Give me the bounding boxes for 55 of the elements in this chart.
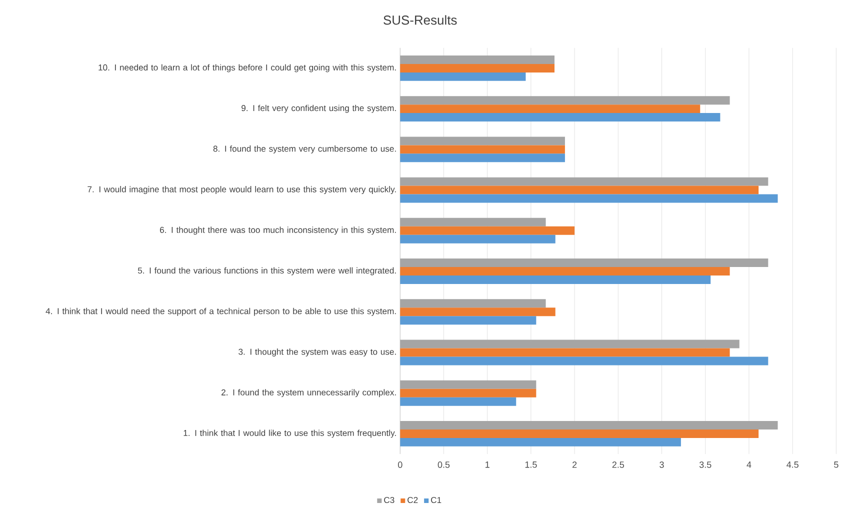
x-tick-label: 2 bbox=[572, 462, 577, 468]
bar bbox=[400, 226, 575, 235]
bar bbox=[400, 258, 768, 268]
bar bbox=[400, 438, 681, 446]
y-tick-label: 2. I found the system unnecessarily complex. bbox=[222, 389, 396, 398]
y-tick-label: 6. I thought there was too much inconsistency in this system. bbox=[160, 226, 396, 235]
bar bbox=[400, 72, 526, 81]
bar bbox=[400, 194, 778, 203]
y-tick-label: 8. I found the system very cumbersome to use. bbox=[213, 145, 396, 154]
y-tick-label: 1. I think that I would like to use this system frequently. bbox=[184, 430, 396, 438]
bar bbox=[400, 421, 778, 430]
bar bbox=[400, 340, 740, 348]
x-tick-label: 0.5 bbox=[438, 462, 450, 468]
x-tick-label: 1.5 bbox=[525, 462, 537, 468]
y-tick-label: 10. I needed to learn a lot of things before I could get going with this system. bbox=[98, 64, 396, 72]
bar bbox=[400, 56, 554, 64]
y-tick-label: 9. I felt very confident using the system. bbox=[242, 104, 396, 113]
x-tick-label: 4.5 bbox=[786, 462, 798, 468]
x-tick-label: 3.5 bbox=[699, 462, 712, 468]
bar bbox=[400, 177, 768, 186]
chart-title: SUS-Results bbox=[384, 15, 457, 25]
bar bbox=[400, 276, 711, 284]
bar bbox=[400, 299, 546, 308]
bar bbox=[400, 380, 536, 389]
bar bbox=[400, 348, 730, 357]
bar bbox=[400, 154, 565, 162]
bar bbox=[400, 356, 768, 366]
x-tick-label: 3 bbox=[660, 462, 664, 468]
y-tick-label: 4. I think that I would need the support of a technical person to be able to use this system. bbox=[46, 308, 396, 316]
bar bbox=[400, 104, 700, 114]
bar bbox=[400, 96, 730, 105]
bar bbox=[400, 388, 536, 398]
y-tick-label: 5. I found the various functions in this system were well integrated. bbox=[138, 267, 396, 276]
bar bbox=[400, 308, 556, 316]
bar bbox=[400, 186, 759, 194]
legend-label: C2 bbox=[408, 497, 418, 504]
bar bbox=[400, 316, 536, 325]
y-tick-label: 7. I would imagine that most people would learn to use this system very quickly. bbox=[88, 186, 396, 194]
legend-label: C1 bbox=[431, 497, 442, 504]
x-tick-label: 0 bbox=[398, 462, 402, 468]
bar bbox=[400, 136, 565, 146]
x-tick-label: 2.5 bbox=[612, 462, 624, 468]
bar bbox=[400, 64, 554, 72]
y-tick-label: 3. I thought the system was easy to use. bbox=[238, 348, 396, 357]
x-tick-label: 1 bbox=[486, 462, 490, 468]
bar bbox=[400, 430, 759, 438]
bar bbox=[400, 145, 565, 154]
bar bbox=[400, 113, 720, 122]
legend-label: C3 bbox=[384, 497, 394, 504]
bar bbox=[400, 218, 546, 226]
bar bbox=[400, 267, 730, 276]
x-tick-label: 5 bbox=[834, 462, 838, 468]
bar bbox=[400, 234, 556, 244]
bar bbox=[400, 397, 516, 406]
x-tick-label: 4 bbox=[746, 462, 752, 468]
